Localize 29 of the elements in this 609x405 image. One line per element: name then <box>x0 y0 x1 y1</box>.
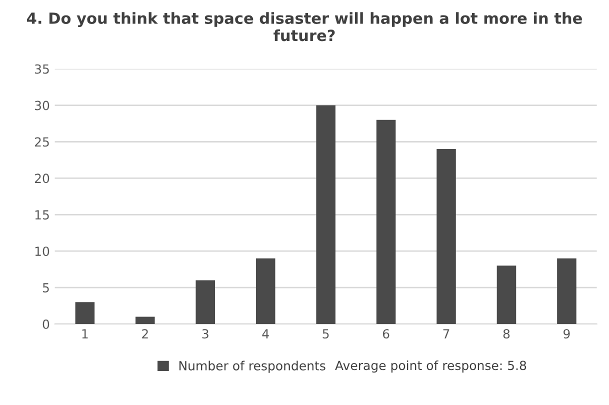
y-tick-label: 35 <box>34 64 49 74</box>
y-tick-label: 0 <box>42 319 50 329</box>
bar <box>496 266 516 324</box>
x-tick-label: 8 <box>503 329 510 339</box>
y-tick-label: 5 <box>42 283 49 292</box>
y-tick-label: 15 <box>35 210 49 220</box>
y-tick-label: 20 <box>34 174 50 184</box>
bar <box>316 105 336 324</box>
x-tick-label: 7 <box>443 329 450 338</box>
bar <box>557 258 576 324</box>
bar <box>196 280 216 324</box>
bar <box>136 316 155 324</box>
chart-title: 4. Do you think that space disaster will happen a lot more in the future? <box>26 12 582 42</box>
x-tick-label: 4 <box>262 329 269 338</box>
legend-label: Number of respondents <box>179 360 326 373</box>
y-tick-label: 10 <box>35 246 50 256</box>
text: Average point of response: 5.8 <box>335 360 526 373</box>
bar <box>436 149 456 324</box>
bar <box>256 258 276 324</box>
x-tick-label: 1 <box>82 329 88 338</box>
bar <box>75 302 95 324</box>
x-tick-label: 3 <box>202 329 208 339</box>
x-tick-label: 9 <box>564 329 570 339</box>
x-tick-label: 6 <box>382 329 390 339</box>
bar <box>376 120 396 324</box>
y-tick-label: 25 <box>34 137 49 147</box>
x-tick-label: 5 <box>322 329 329 339</box>
x-tick-label: 2 <box>142 329 148 338</box>
y-tick-label: 30 <box>34 100 50 110</box>
